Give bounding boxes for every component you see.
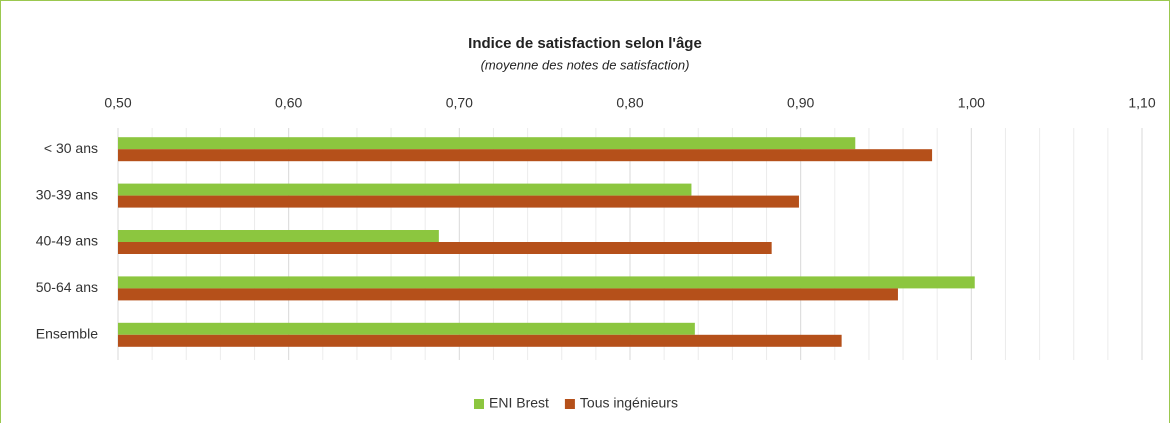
legend-swatch [564,399,575,409]
chart-title: Indice de satisfaction selon l'âge [468,35,702,52]
x-tick-label: 0,60 [275,95,302,111]
bar [118,137,856,150]
chart-subtitle: (moyenne des notes de satisfaction) [481,57,690,72]
y-tick-label: < 30 ans [44,140,98,156]
x-tick-label: 1,10 [1128,95,1155,111]
x-tick-label: 0,50 [104,95,131,111]
y-tick-label: 40-49 ans [36,233,98,249]
y-tick-label: 50-64 ans [36,279,98,295]
bar [118,288,898,301]
bar [118,276,975,289]
legend-label: Tous ingénieurs [580,395,678,411]
bar [118,149,933,162]
bar [118,322,695,335]
bar [118,195,799,208]
x-tick-label: 0,90 [787,95,814,111]
bar [118,242,772,254]
bar [118,183,692,196]
x-tick-label: 0,80 [616,95,643,111]
legend-swatch [474,399,484,409]
bar [118,230,439,242]
y-tick-label: Ensemble [36,326,98,342]
x-tick-label: 0,70 [446,95,473,111]
bar [118,334,842,347]
y-tick-label: 30-39 ans [36,186,98,202]
legend-label: ENI Brest [489,395,549,411]
x-tick-label: 1,00 [958,95,985,111]
